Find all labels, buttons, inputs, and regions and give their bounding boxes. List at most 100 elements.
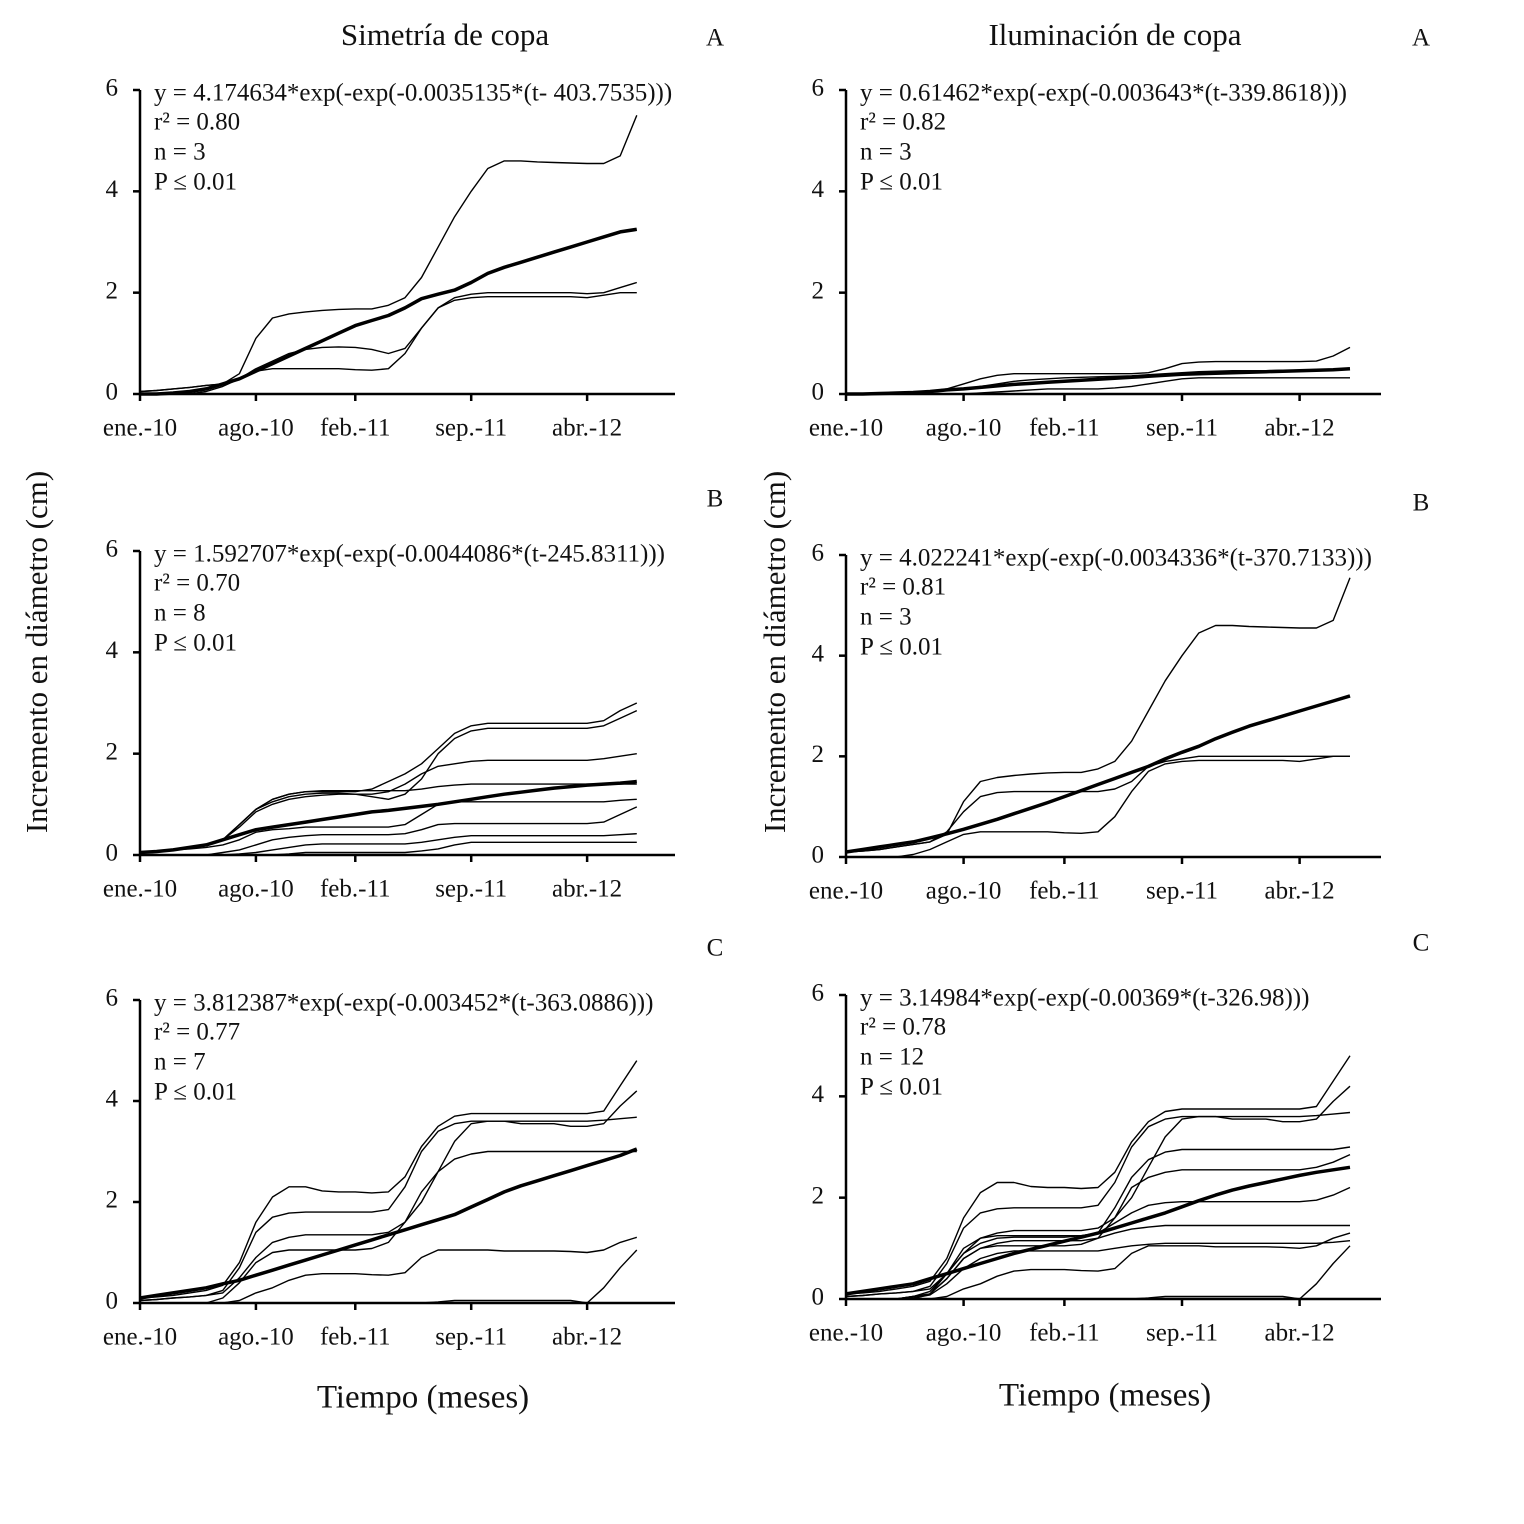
x-tick-label: abr.-12: [1265, 1320, 1335, 1347]
y-tick-label: 4: [106, 637, 119, 664]
y-tick-label: 0: [106, 840, 119, 867]
x-tick-label: ago.-10: [926, 878, 1002, 905]
y-tick-label: 2: [812, 1182, 825, 1209]
series-line: [846, 755, 1350, 858]
x-tick-label: sep.-11: [1146, 878, 1218, 905]
series-line: [846, 377, 1350, 395]
series-line: [139, 1116, 637, 1302]
sample-size: n = 12: [860, 1044, 924, 1071]
x-tick-label: feb.-11: [320, 415, 391, 442]
x-tick-label: sep.-11: [435, 1324, 507, 1351]
column-title: Simetría de copa: [341, 17, 550, 52]
equation: y = 0.61462*exp(-exp(-0.003643*(t-339.86…: [860, 80, 1347, 107]
sample-size: n = 3: [860, 604, 912, 631]
sample-size: n = 3: [154, 139, 206, 166]
y-tick-label: 6: [812, 540, 825, 567]
r-squared: r² = 0.78: [860, 1014, 946, 1041]
x-tick-label: abr.-12: [552, 1324, 622, 1351]
x-tick-label: sep.-11: [435, 415, 507, 442]
panel-label: B: [1413, 490, 1430, 517]
series-line: [140, 292, 637, 395]
series-line: [846, 1224, 1350, 1300]
p-value: P ≤ 0.01: [154, 630, 237, 657]
y-tick-label: 0: [812, 379, 825, 406]
x-axis-label: Tiempo (meses): [317, 1380, 529, 1416]
column-title: Iluminación de copa: [988, 17, 1241, 52]
p-value: P ≤ 0.01: [860, 1074, 943, 1101]
y-tick-label: 0: [106, 1288, 119, 1315]
panel: 0 2 4 6 ene.-10 ago.-10 feb.-11 sep.-11 abr.-12 A…: [103, 25, 724, 442]
sample-size: n = 3: [860, 139, 912, 166]
y-tick-label: 2: [812, 741, 825, 768]
r-squared: r² = 0.70: [154, 570, 240, 597]
y-tick-label: 4: [812, 176, 825, 203]
y-tick-label: 2: [812, 277, 825, 304]
y-tick-label: 0: [106, 379, 119, 406]
panel-label: C: [1413, 930, 1430, 957]
x-tick-label: ago.-10: [926, 415, 1002, 442]
y-tick-label: 6: [812, 75, 825, 102]
y-tick-label: 0: [812, 1284, 825, 1311]
x-tick-label: ago.-10: [218, 415, 294, 442]
series-line: [139, 798, 637, 854]
panel-label: A: [706, 25, 724, 52]
series-line: [845, 1111, 1351, 1298]
series-line: [139, 1090, 638, 1302]
series-line: [845, 1055, 1351, 1295]
r-squared: r² = 0.81: [860, 574, 946, 601]
x-tick-label: ene.-10: [809, 878, 883, 905]
x-tick-label: feb.-11: [1029, 1320, 1100, 1347]
panel: 0 2 4 6 ene.-10 ago.-10 feb.-11 sep.-11 abr.-12 A…: [809, 25, 1430, 442]
y-tick-label: 4: [106, 176, 119, 203]
x-tick-label: feb.-11: [1029, 878, 1100, 905]
y-tick-label: 6: [106, 985, 119, 1012]
sample-size: n = 7: [154, 1049, 206, 1076]
y-tick-label: 6: [106, 536, 119, 563]
y-tick-label: 4: [812, 1081, 825, 1108]
x-tick-label: ago.-10: [218, 1324, 294, 1351]
panel: 0 2 4 6 ene.-10 ago.-10 feb.-11 sep.-11 abr.-12 C…: [809, 930, 1429, 1347]
series-line: [846, 1245, 1351, 1300]
series-line: [845, 694, 1351, 854]
y-tick-label: 2: [106, 738, 119, 765]
panel-label: B: [707, 486, 724, 513]
x-axis-label: Tiempo (meses): [999, 1378, 1211, 1414]
x-tick-label: ene.-10: [809, 1320, 883, 1347]
series-line: [140, 1249, 638, 1304]
x-tick-label: abr.-12: [552, 876, 622, 903]
x-tick-label: sep.-11: [1146, 1320, 1218, 1347]
equation: y = 4.174634*exp(-exp(-0.0035135*(t- 403…: [154, 80, 672, 107]
series-line: [845, 755, 1350, 853]
y-tick-label: 0: [812, 842, 825, 869]
y-tick-label: 4: [812, 640, 825, 667]
y-tick-label: 6: [812, 980, 825, 1007]
p-value: P ≤ 0.01: [860, 634, 943, 661]
series-line: [140, 1150, 637, 1304]
x-tick-label: sep.-11: [435, 876, 507, 903]
x-tick-label: ago.-10: [926, 1320, 1002, 1347]
sample-size: n = 8: [154, 600, 206, 627]
x-tick-label: ene.-10: [103, 1324, 177, 1351]
y-axis-label: Incremento en diámetro (cm): [19, 471, 54, 833]
equation: y = 3.14984*exp(-exp(-0.00369*(t-326.98)…: [860, 985, 1309, 1012]
panel: 0 2 4 6 ene.-10 ago.-10 feb.-11 sep.-11 abr.-12 C…: [103, 935, 723, 1351]
x-tick-label: abr.-12: [552, 415, 622, 442]
y-tick-label: 4: [106, 1086, 119, 1113]
x-tick-label: ago.-10: [218, 876, 294, 903]
equation: y = 3.812387*exp(-exp(-0.003452*(t-363.0…: [154, 990, 653, 1017]
x-tick-label: abr.-12: [1265, 415, 1335, 442]
series-line: [140, 227, 638, 396]
y-axis-label: Incremento en diámetro (cm): [757, 471, 792, 833]
y-tick-label: 2: [106, 277, 119, 304]
p-value: P ≤ 0.01: [154, 1079, 237, 1106]
series-line: [846, 366, 1351, 396]
series-line: [845, 1165, 1351, 1296]
x-tick-label: feb.-11: [320, 876, 391, 903]
r-squared: r² = 0.80: [154, 109, 240, 136]
x-tick-label: feb.-11: [1029, 415, 1100, 442]
panel-label: C: [707, 935, 724, 962]
p-value: P ≤ 0.01: [154, 169, 237, 196]
x-tick-label: ene.-10: [809, 415, 883, 442]
